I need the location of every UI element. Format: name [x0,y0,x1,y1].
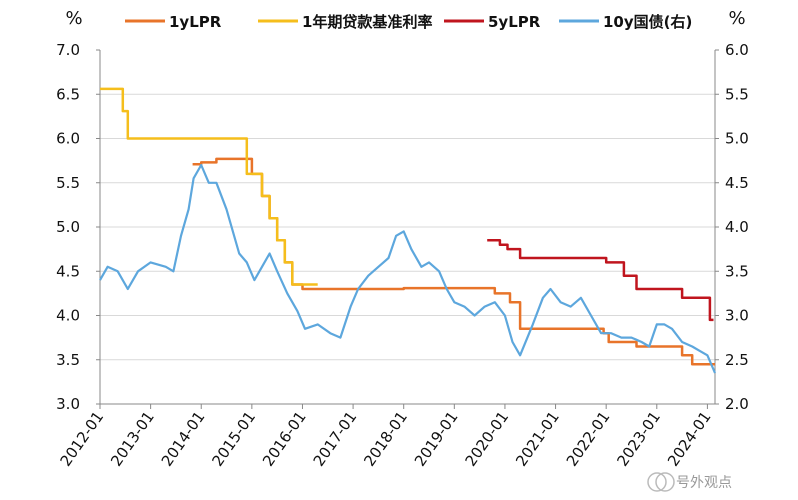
legend-label-3: 10y国债(右) [603,13,692,31]
y-left-tick-label: 5.5 [56,174,80,192]
y-right-tick-label: 2.0 [725,395,749,413]
x-tick-label: 2016-01 [259,408,310,470]
series-lines [99,87,717,374]
right-unit-label: % [728,8,745,29]
y-left-ticks: 7.0 6.5 6.0 5.5 5.0 4.5 4.0 3.5 3.0 [56,41,100,413]
left-unit-label: % [65,8,82,29]
x-tick-label: 2017-01 [310,408,361,470]
x-tick-label: 2019-01 [411,408,462,470]
x-tick-label: 2020-01 [462,408,513,470]
series-line-2 [487,239,714,322]
y-right-tick-label: 5.5 [725,85,749,103]
y-left-tick-label: 4.0 [56,307,80,325]
watermark-logo-icon-2 [655,472,675,492]
y-right-tick-label: 2.5 [725,351,749,369]
y-right-tick-label: 4.5 [725,174,749,192]
x-tick-label: 2018-01 [360,408,411,470]
x-tick-label: 2024-01 [664,408,715,470]
x-tick-label: 2015-01 [208,408,259,470]
legend: 1yLPR 1年期贷款基准利率 5yLPR 10y国债(右) [125,13,692,31]
y-left-tick-label: 6.5 [56,85,80,103]
watermark-logo-icon [647,472,667,492]
y-right-tick-label: 4.0 [725,218,749,236]
x-tick-label: 2012-01 [57,408,108,470]
y-right-ticks: 6.0 5.5 5.0 4.5 4.0 3.5 3.0 2.5 2.0 [715,41,749,413]
y-right-tick-label: 6.0 [725,41,749,59]
y-right-tick-label: 3.5 [725,262,749,280]
legend-label-1: 1年期贷款基准利率 [302,13,432,31]
x-tick-label: 2013-01 [107,408,158,470]
grid-lines [100,93,715,361]
x-tick-label: 2023-01 [613,408,664,470]
x-tick-label: 2022-01 [563,408,614,470]
y-left-tick-label: 6.0 [56,130,80,148]
y-left-tick-label: 3.5 [56,351,80,369]
y-left-tick-label: 3.0 [56,395,80,413]
x-tick-label: 2021-01 [512,408,563,470]
x-ticks: 2012-01 2013-01 2014-01 2015-01 2016-01 2017-… [57,404,715,470]
series-line-0 [192,157,715,366]
watermark-text: 号外观点 [676,475,732,491]
x-tick-label: 2014-01 [158,408,209,470]
series-line-3 [99,163,717,374]
y-left-tick-label: 5.0 [56,218,80,236]
legend-label-0: 1yLPR [169,13,222,31]
watermark: 号外观点 [647,472,732,492]
y-right-tick-label: 3.0 [725,307,749,325]
series-line-1 [100,87,318,286]
y-right-tick-label: 5.0 [725,130,749,148]
y-left-tick-label: 4.5 [56,262,80,280]
y-left-tick-label: 7.0 [56,41,80,59]
legend-label-2: 5yLPR [488,13,541,31]
